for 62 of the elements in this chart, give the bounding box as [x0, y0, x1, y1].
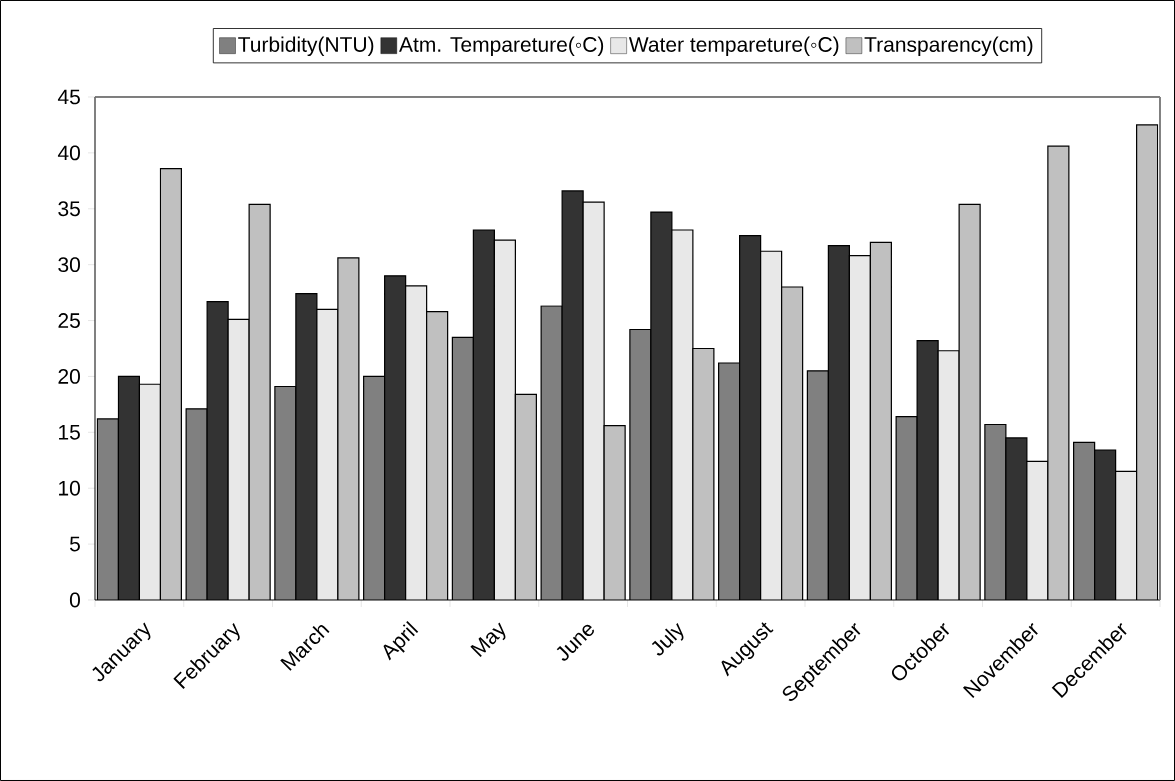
bar [1047, 146, 1069, 600]
bar [515, 394, 537, 600]
legend-label: Atm. Tempareture(◦C) [399, 36, 604, 57]
bar [562, 190, 584, 600]
bar [363, 376, 385, 600]
bar [828, 245, 850, 600]
y-tick-label: 15 [59, 425, 80, 440]
legend-label: Water tempareture(◦C) [628, 36, 839, 57]
bar [739, 235, 761, 600]
y-tick-label: 35 [58, 201, 80, 217]
bar [541, 306, 563, 600]
bar [228, 319, 250, 600]
bar [849, 255, 871, 600]
y-tick-label: 5 [69, 536, 80, 552]
bar [452, 337, 474, 600]
bar [384, 275, 406, 600]
x-tick-label: July [651, 622, 684, 656]
bar [938, 350, 960, 600]
bar [1094, 449, 1117, 600]
legend-label: Transparency(cm) [864, 36, 1033, 57]
bar [139, 384, 161, 600]
bar [1115, 470, 1138, 600]
bar [604, 425, 626, 600]
y-tick-label: 20 [58, 369, 80, 384]
bar [870, 242, 892, 600]
bar [718, 363, 740, 600]
bar [583, 202, 605, 600]
y-tick-label: 10 [59, 480, 80, 496]
bar [781, 287, 803, 600]
bar [760, 251, 782, 600]
bar [316, 309, 338, 600]
y-tick-label: 40 [57, 145, 80, 161]
bar [959, 204, 981, 600]
bar [405, 285, 427, 600]
bar [692, 348, 714, 600]
x-tick-label: May [470, 622, 506, 658]
y-tick-label: 45 [57, 89, 80, 105]
bar [629, 329, 651, 600]
bar [97, 418, 119, 600]
y-tick-label: 0 [69, 592, 80, 608]
bar [1073, 441, 1096, 600]
bar [984, 424, 1006, 600]
bar [295, 293, 317, 600]
bar [337, 257, 359, 600]
bar [160, 168, 182, 600]
bar [896, 416, 918, 600]
bar [186, 408, 208, 600]
bar [249, 204, 271, 600]
legend-label: Turbidity(NTU) [238, 36, 374, 57]
bar [207, 301, 229, 600]
y-tick-label: 30 [58, 257, 80, 273]
bar [917, 340, 939, 600]
bar [426, 311, 448, 600]
bar [807, 370, 829, 600]
bar [494, 240, 516, 600]
bar [650, 212, 672, 600]
y-tick-label: 25 [58, 313, 80, 328]
bar [274, 386, 296, 600]
bar [473, 230, 495, 600]
bar [1136, 124, 1159, 600]
bar [118, 376, 140, 600]
bar [671, 230, 693, 600]
